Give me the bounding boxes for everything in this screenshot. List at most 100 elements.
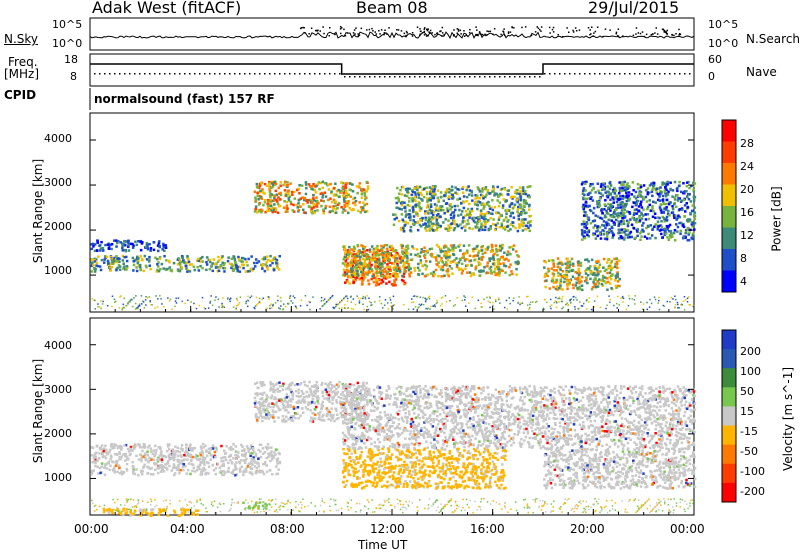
echo-pixel [139,240,142,244]
echo-pixel [341,186,344,190]
echo-pixel [520,206,523,210]
echo-pixel [93,258,96,262]
echo-pixel [393,255,397,258]
speckle-pixel [292,295,294,297]
echo-pixel [227,455,231,458]
speckle-pixel [366,295,368,297]
echo-pixel [274,210,277,213]
echo-pixel [675,223,678,226]
echo-pixel [688,219,692,222]
echo-pixel [161,468,164,472]
echo-pixel [565,275,569,279]
echo-pixel [283,180,287,184]
echo-pixel [525,202,529,205]
echo-pixel [223,267,227,270]
echo-pixel [237,451,240,454]
echo-pixel [400,213,404,216]
echo-pixel [206,256,209,259]
echo-pixel [635,218,638,222]
echo-pixel [496,262,500,265]
echo-pixel [617,198,620,202]
echo-pixel [691,204,694,207]
echo-pixel [493,270,496,274]
speckle-pixel [278,307,280,309]
echo-pixel [411,190,415,194]
speckle-pixel [151,304,153,306]
echo-pixel [256,386,259,389]
echo-pixel [221,473,224,477]
speckle-pixel [578,307,580,310]
echo-pixel [335,417,338,421]
speckle-pixel [374,301,376,303]
echo-pixel [435,262,438,266]
echo-pixel [401,218,404,222]
echo-pixel [512,244,516,247]
echo-pixel [266,410,269,413]
echo-pixel [496,199,499,202]
echo-pixel [543,279,547,283]
echo-pixel [95,445,99,448]
echo-pixel [296,401,299,404]
echo-pixel [524,199,528,203]
echo-pixel [661,194,665,198]
echo-pixel [381,256,385,260]
speckle-pixel [543,308,545,311]
echo-pixel [322,419,326,422]
echo-pixel [511,211,515,215]
echo-pixel [579,264,583,267]
echo-pixel [405,194,409,198]
echo-pixel [320,418,323,422]
echo-pixel [144,457,147,460]
echo-pixel [401,227,405,230]
echo-pixel [201,452,204,455]
echo-pixel [158,464,161,467]
echo-pixel [662,211,665,214]
speckle-pixel [120,295,122,297]
echo-pixel [654,216,657,220]
echo-pixel [320,204,323,208]
echo-pixel [503,264,506,267]
echo-pixel [400,228,403,232]
echo-pixel [609,184,613,187]
echo-pixel [467,222,470,225]
echo-pixel [159,267,162,271]
speckle-pixel [553,301,555,304]
echo-pixel [544,285,547,289]
echo-pixel [419,251,423,254]
echo-pixel [464,267,467,270]
echo-pixel [131,449,134,452]
echo-pixel [357,184,360,188]
echo-pixel [108,468,111,472]
echo-pixel [460,202,463,205]
echo-pixel [390,254,394,257]
speckle-pixel [332,306,334,309]
echo-pixel [355,254,359,258]
echo-pixel [625,191,628,195]
echo-pixel [431,228,435,232]
echo-pixel [515,250,518,253]
echo-pixel [625,183,629,187]
echo-pixel [116,470,119,474]
echo-pixel [335,194,338,197]
echo-pixel [114,259,117,263]
echo-pixel [299,414,302,417]
echo-pixel [677,214,680,217]
echo-pixel [353,256,356,260]
echo-pixel [303,401,306,404]
echo-pixel [245,457,248,461]
echo-pixel [166,468,169,471]
echo-pixel [368,267,372,270]
echo-pixel [106,260,110,263]
echo-pixel [439,268,443,271]
echo-pixel [367,264,370,267]
echo-pixel [477,257,481,260]
echo-pixel [273,403,276,406]
echo-pixel [603,214,607,217]
echo-pixel [112,259,116,263]
echo-pixel [481,255,485,259]
echo-pixel [498,258,501,261]
echo-pixel [204,473,207,476]
echo-pixel [95,261,99,265]
echo-pixel [519,223,522,226]
echo-pixel [183,453,186,457]
